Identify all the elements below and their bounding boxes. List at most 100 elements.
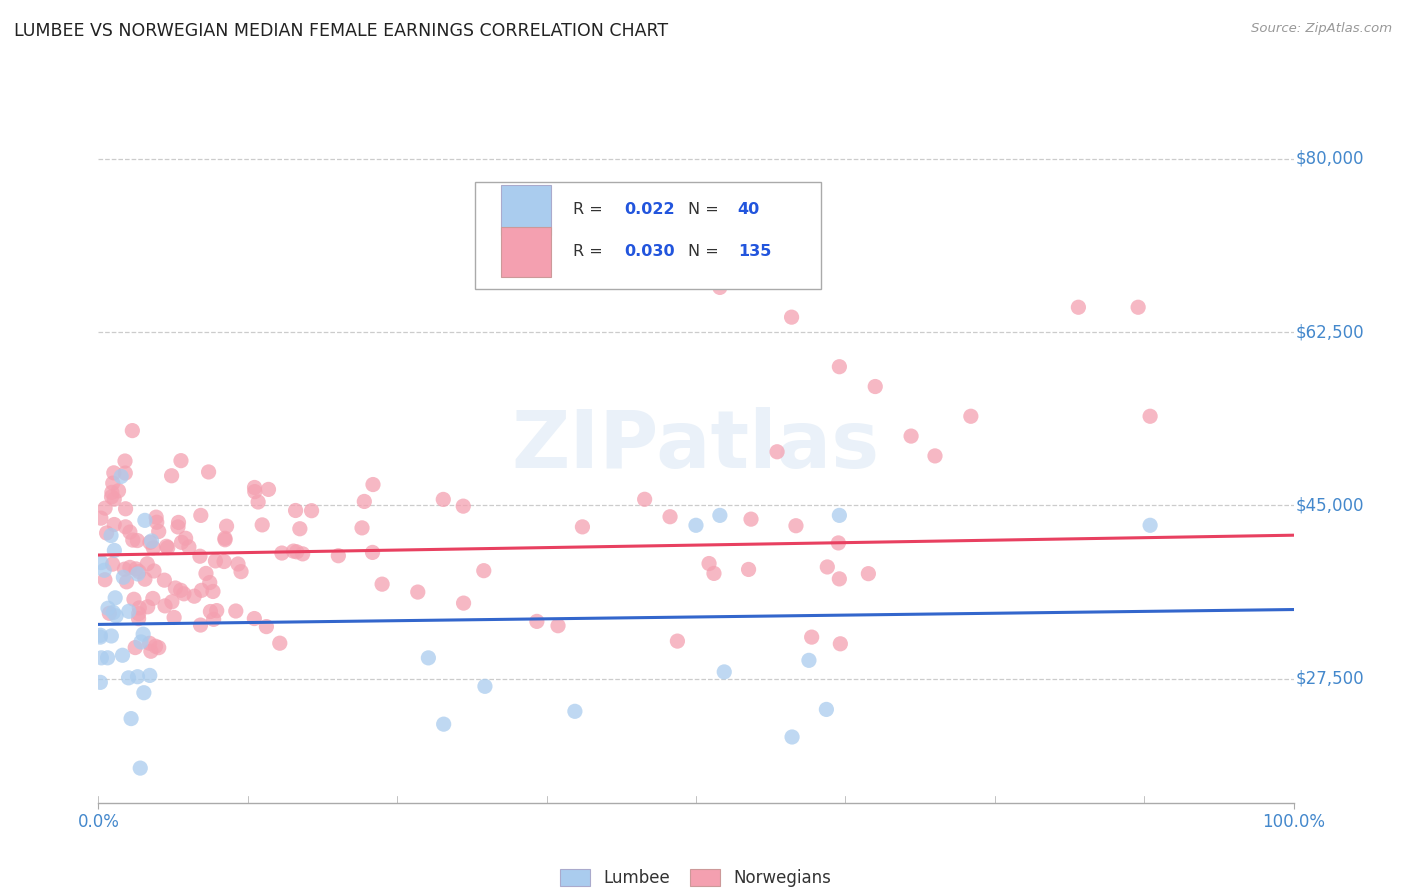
- Point: [132, 627, 155, 641]
- Point: [190, 508, 212, 523]
- Point: [173, 587, 195, 601]
- Point: [709, 280, 731, 294]
- Point: [114, 501, 136, 516]
- Point: [139, 644, 162, 658]
- Point: [406, 585, 429, 599]
- Point: [141, 533, 163, 548]
- Point: [800, 630, 823, 644]
- Point: [827, 536, 849, 550]
- Point: [247, 495, 270, 509]
- Point: [1067, 300, 1090, 314]
- Point: [215, 519, 238, 533]
- Point: [103, 492, 125, 507]
- Point: [120, 712, 142, 726]
- Point: [103, 543, 125, 558]
- Point: [153, 599, 176, 613]
- Point: [371, 577, 394, 591]
- Point: [900, 429, 922, 443]
- Point: [145, 515, 167, 529]
- Point: [97, 650, 120, 665]
- Point: [103, 606, 125, 620]
- FancyBboxPatch shape: [501, 227, 551, 277]
- Point: [815, 560, 838, 574]
- Point: [285, 545, 308, 559]
- Point: [225, 604, 247, 618]
- Point: [418, 651, 440, 665]
- Point: [270, 546, 292, 560]
- Point: [201, 584, 224, 599]
- Point: [121, 424, 143, 438]
- Point: [212, 555, 235, 569]
- Point: [145, 510, 167, 524]
- Point: [703, 566, 725, 581]
- Point: [1139, 409, 1161, 424]
- Point: [98, 607, 121, 621]
- Point: [243, 480, 266, 494]
- Point: [132, 686, 155, 700]
- Point: [257, 483, 280, 497]
- Point: [659, 509, 682, 524]
- Point: [269, 636, 291, 650]
- Point: [229, 565, 252, 579]
- FancyBboxPatch shape: [501, 185, 551, 235]
- Point: [136, 599, 159, 614]
- Point: [170, 583, 193, 598]
- Point: [1128, 300, 1150, 314]
- Text: R =: R =: [572, 202, 607, 218]
- Point: [361, 477, 384, 491]
- Point: [156, 541, 179, 555]
- Point: [160, 468, 183, 483]
- Point: [291, 547, 314, 561]
- Point: [472, 564, 495, 578]
- Point: [129, 761, 152, 775]
- Point: [100, 490, 122, 504]
- Point: [815, 702, 838, 716]
- Point: [127, 566, 149, 581]
- Point: [740, 512, 762, 526]
- Text: $62,500: $62,500: [1296, 323, 1365, 341]
- Point: [128, 607, 150, 621]
- Point: [713, 665, 735, 679]
- Point: [94, 573, 117, 587]
- Point: [142, 541, 165, 555]
- Point: [433, 717, 456, 731]
- Point: [139, 668, 162, 682]
- Point: [453, 596, 475, 610]
- Point: [353, 494, 375, 508]
- Point: [114, 520, 136, 534]
- Point: [204, 554, 226, 568]
- Point: [89, 630, 111, 644]
- Point: [830, 637, 852, 651]
- Point: [165, 581, 187, 595]
- Point: [128, 601, 150, 615]
- FancyBboxPatch shape: [475, 182, 821, 289]
- Point: [153, 573, 176, 587]
- Point: [254, 619, 277, 633]
- Point: [114, 466, 136, 480]
- Point: [432, 492, 454, 507]
- Text: 0.030: 0.030: [624, 244, 675, 259]
- Point: [288, 522, 311, 536]
- Point: [250, 517, 273, 532]
- Point: [118, 604, 141, 618]
- Point: [526, 615, 548, 629]
- Point: [214, 533, 236, 547]
- Point: [90, 511, 112, 525]
- Point: [134, 572, 156, 586]
- Point: [103, 466, 125, 480]
- Point: [167, 516, 190, 530]
- Point: [190, 583, 212, 598]
- Point: [283, 544, 305, 558]
- Point: [1139, 518, 1161, 533]
- Point: [90, 650, 112, 665]
- Point: [301, 504, 323, 518]
- Point: [107, 483, 129, 498]
- Point: [200, 605, 222, 619]
- Point: [134, 513, 156, 527]
- Point: [205, 604, 228, 618]
- Point: [121, 533, 143, 547]
- Point: [198, 575, 221, 590]
- Point: [709, 508, 731, 523]
- Legend: Lumbee, Norwegians: Lumbee, Norwegians: [561, 869, 831, 888]
- Point: [780, 730, 803, 744]
